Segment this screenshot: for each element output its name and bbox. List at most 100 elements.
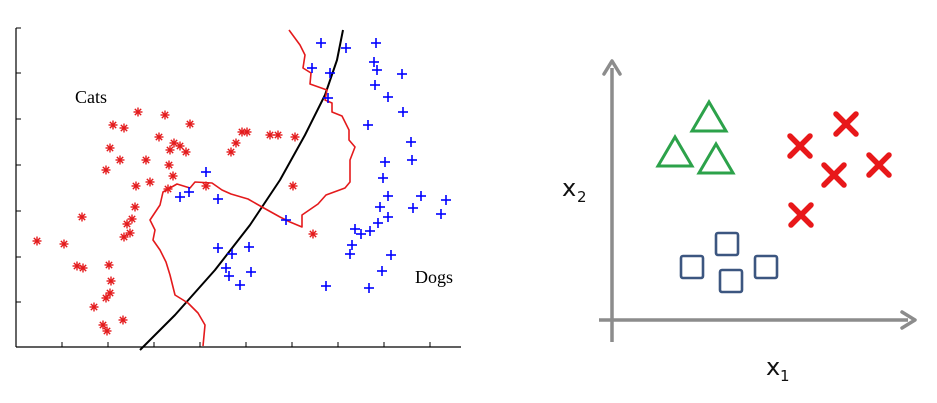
dog-point bbox=[341, 43, 351, 53]
dog-point bbox=[436, 209, 446, 219]
left-y-ticks bbox=[16, 27, 21, 303]
dog-point bbox=[175, 192, 185, 202]
cat-point bbox=[181, 147, 191, 157]
cat-point bbox=[288, 181, 298, 191]
dog-point bbox=[350, 224, 360, 234]
left-data-points bbox=[32, 38, 451, 336]
dog-point bbox=[365, 226, 375, 236]
dog-point bbox=[227, 249, 237, 259]
dog-point bbox=[364, 283, 374, 293]
dog-point bbox=[201, 167, 211, 177]
cat-point bbox=[89, 302, 99, 312]
right-y-arrowhead bbox=[602, 59, 622, 76]
dog-point bbox=[371, 38, 381, 48]
triangle-point bbox=[655, 134, 695, 168]
cat-point bbox=[78, 263, 88, 273]
linear-boundary-curve bbox=[139, 29, 344, 351]
dogs-label: Dogs bbox=[415, 267, 453, 287]
cat-point bbox=[273, 130, 283, 140]
nonlinear-boundary-curve bbox=[149, 29, 356, 347]
x2-axis-label: x 2 bbox=[562, 174, 587, 206]
dog-point bbox=[221, 263, 231, 273]
dog-point bbox=[380, 157, 390, 167]
dog-point bbox=[213, 243, 223, 253]
cat-point bbox=[226, 147, 236, 157]
cross-point bbox=[821, 162, 847, 188]
square-point bbox=[718, 268, 744, 294]
cat-point bbox=[104, 260, 114, 270]
dog-point bbox=[321, 281, 331, 291]
dog-point bbox=[375, 202, 385, 212]
cat-point bbox=[130, 202, 140, 212]
cat-point bbox=[108, 120, 118, 130]
dog-point bbox=[246, 267, 256, 277]
dog-point bbox=[406, 137, 416, 147]
x2-label-sub: 2 bbox=[577, 188, 587, 206]
dog-point bbox=[224, 271, 234, 281]
cat-point bbox=[185, 119, 195, 129]
dog-point bbox=[383, 212, 393, 222]
cat-point bbox=[131, 181, 141, 191]
dog-point bbox=[373, 218, 383, 228]
cat-point bbox=[118, 315, 128, 325]
cat-point bbox=[133, 107, 143, 117]
cats-label: Cats bbox=[75, 87, 107, 107]
dog-point bbox=[383, 92, 393, 102]
cat-point bbox=[101, 165, 111, 175]
cross-point bbox=[787, 133, 813, 159]
dog-point bbox=[407, 155, 417, 165]
dog-point bbox=[316, 38, 326, 48]
dog-point bbox=[441, 195, 451, 205]
cat-point bbox=[32, 236, 42, 246]
cat-point bbox=[160, 110, 170, 120]
square-point bbox=[679, 254, 705, 280]
cat-point bbox=[165, 145, 175, 155]
cat-point bbox=[102, 326, 112, 336]
x1-label-sub: 1 bbox=[780, 367, 790, 385]
cat-point bbox=[105, 288, 115, 298]
dog-point bbox=[307, 63, 317, 73]
square-point bbox=[714, 231, 740, 257]
dog-point bbox=[184, 187, 194, 197]
dog-point bbox=[370, 80, 380, 90]
cat-point bbox=[105, 143, 115, 153]
cat-point bbox=[98, 320, 108, 330]
left-scatter-plot: Cats Dogs bbox=[15, 27, 461, 351]
cat-point bbox=[201, 181, 211, 191]
dog-point bbox=[397, 69, 407, 79]
cross-point bbox=[833, 111, 859, 137]
cat-point bbox=[125, 228, 135, 238]
cat-point bbox=[290, 132, 300, 142]
cat-point bbox=[59, 239, 69, 249]
cat-point bbox=[77, 212, 87, 222]
cat-point bbox=[164, 160, 174, 170]
cat-point bbox=[106, 276, 116, 286]
right-data-points bbox=[655, 99, 892, 294]
cat-point bbox=[154, 132, 164, 142]
cat-point bbox=[119, 123, 129, 133]
x1-axis-label: x 1 bbox=[766, 353, 790, 385]
cat-point bbox=[145, 177, 155, 187]
dog-point bbox=[244, 242, 254, 252]
right-x-arrowhead bbox=[900, 310, 917, 330]
triangle-point bbox=[696, 141, 736, 175]
cat-point bbox=[127, 214, 137, 224]
cat-point bbox=[169, 138, 179, 148]
cat-point bbox=[265, 130, 275, 140]
right-scatter-plot: x 1 x 2 bbox=[562, 59, 917, 385]
cat-point bbox=[141, 155, 151, 165]
dog-point bbox=[213, 194, 223, 204]
dog-point bbox=[345, 249, 355, 259]
cat-point bbox=[163, 184, 173, 194]
cross-point bbox=[866, 152, 892, 178]
dog-point bbox=[323, 93, 333, 103]
dog-point bbox=[347, 240, 357, 250]
dog-point bbox=[363, 120, 373, 130]
dog-point bbox=[235, 280, 245, 290]
cross-point bbox=[788, 202, 814, 228]
dog-point bbox=[369, 57, 379, 67]
dog-point bbox=[325, 68, 335, 78]
cat-point bbox=[231, 138, 241, 148]
x1-label-base: x bbox=[766, 353, 780, 381]
dog-point bbox=[386, 250, 396, 260]
